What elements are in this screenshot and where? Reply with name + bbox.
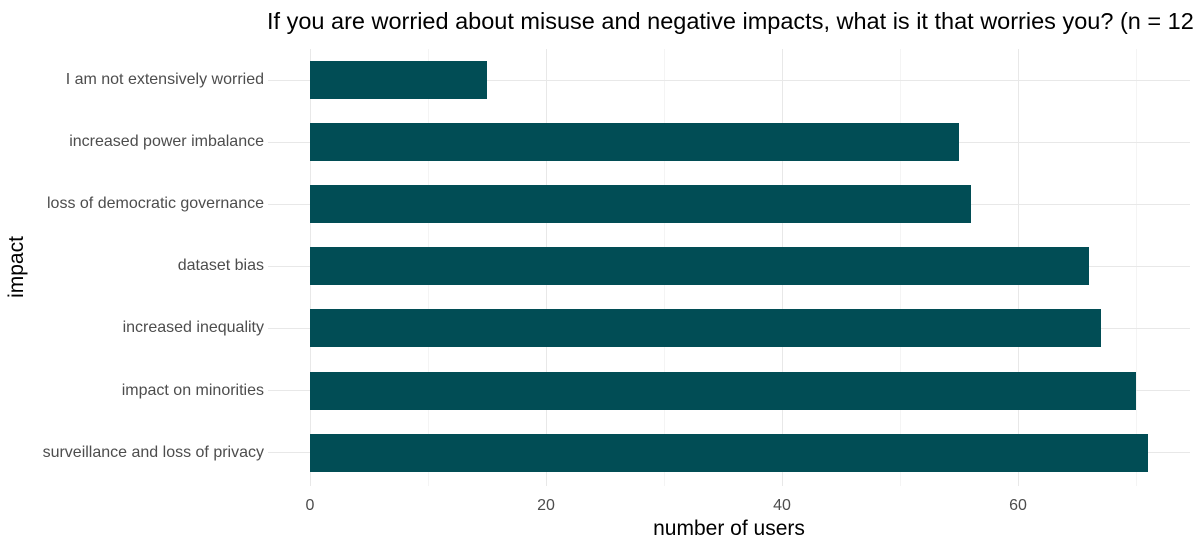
bar [310, 123, 959, 162]
bar [310, 309, 1101, 348]
x-axis-title: number of users [653, 517, 805, 540]
bar [310, 371, 1136, 410]
bar [310, 433, 1148, 472]
category-label: surveillance and loss of privacy [42, 443, 264, 461]
x-tick-label: 60 [1009, 497, 1027, 514]
bar [310, 61, 487, 99]
x-tick-label: 40 [773, 497, 791, 514]
gridline-x-minor [1136, 49, 1137, 486]
category-label: I am not extensively worried [65, 71, 264, 88]
x-tick-label: 0 [305, 497, 315, 514]
category-label: impact on minorities [121, 381, 264, 399]
gridline-y-major [268, 79, 1190, 81]
plot-title: If you are worried about misuse and nega… [267, 8, 1194, 34]
category-label: increased power imbalance [69, 133, 264, 151]
category-label: dataset bias [177, 257, 264, 275]
bar [310, 185, 971, 224]
category-label: increased inequality [122, 319, 264, 337]
bar [310, 247, 1089, 286]
x-tick-label: 20 [537, 497, 555, 514]
category-label: loss of democratic governance [47, 195, 264, 213]
plot-panel [268, 49, 1190, 486]
